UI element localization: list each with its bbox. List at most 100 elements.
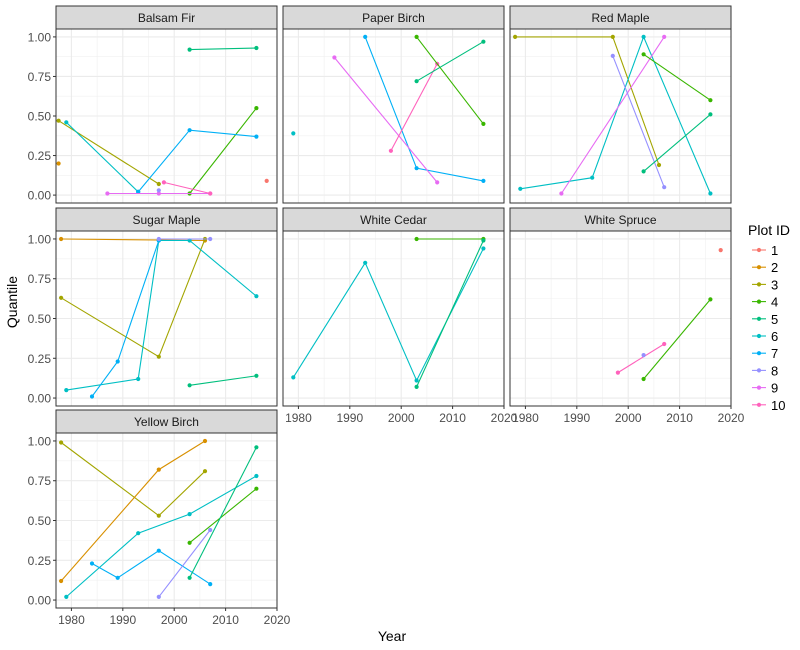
grid bbox=[56, 29, 278, 203]
legend-item-1: 1 bbox=[752, 243, 778, 258]
y-tick-label: 0.00 bbox=[28, 594, 52, 608]
series-plot-5 bbox=[187, 373, 259, 388]
data-point bbox=[615, 370, 621, 375]
data-point bbox=[208, 582, 213, 587]
series-plot-8 bbox=[156, 188, 161, 193]
legend-key-point bbox=[756, 247, 762, 253]
data-point bbox=[64, 594, 69, 600]
data-point bbox=[89, 394, 95, 399]
panel-yellow-birch: Yellow Birch 0.00 0.25 0.50 0.75 1.00 1980 1990… bbox=[28, 409, 291, 627]
data-point bbox=[156, 181, 161, 187]
data-point bbox=[156, 548, 161, 553]
data-point bbox=[414, 378, 419, 383]
series-plot-6 bbox=[291, 131, 296, 136]
series-plot-1 bbox=[264, 178, 269, 183]
legend-key-point bbox=[756, 402, 762, 407]
y-tick-label: 0.00 bbox=[28, 189, 52, 203]
data-point bbox=[161, 180, 166, 185]
data-point bbox=[254, 134, 259, 139]
panel-paper-birch: Paper Birch bbox=[282, 5, 505, 204]
facet-title: Balsam Fir bbox=[138, 11, 195, 25]
series-plot-5 bbox=[187, 445, 259, 580]
data-point bbox=[187, 383, 192, 388]
legend-key-point bbox=[756, 385, 762, 390]
data-point bbox=[254, 445, 259, 450]
x-tick-label: 1980 bbox=[58, 613, 85, 627]
legend-key-point bbox=[756, 316, 762, 321]
data-point bbox=[641, 353, 646, 358]
data-point bbox=[156, 467, 161, 472]
series-line bbox=[390, 63, 438, 152]
x-tick-label: 2000 bbox=[161, 613, 188, 627]
series-plot-2 bbox=[56, 161, 61, 166]
data-point bbox=[481, 39, 486, 44]
y-tick-label: 0.75 bbox=[28, 70, 52, 84]
legend-key-point bbox=[756, 282, 762, 287]
series-line bbox=[416, 240, 484, 388]
data-point bbox=[481, 246, 486, 251]
y-tick-label: 0.75 bbox=[28, 272, 52, 286]
series-plot-5 bbox=[414, 39, 486, 84]
series-plot-3 bbox=[59, 236, 208, 359]
series-line bbox=[65, 475, 257, 598]
data-point bbox=[202, 469, 208, 474]
legend-item-9: 9 bbox=[752, 381, 778, 396]
data-point bbox=[254, 373, 259, 378]
series-plot-5 bbox=[641, 112, 713, 174]
data-point bbox=[708, 297, 713, 302]
panel-red-maple: Red Maple bbox=[509, 5, 732, 204]
legend-label: 2 bbox=[771, 260, 778, 275]
x-tick-label: 2020 bbox=[264, 613, 291, 627]
data-point bbox=[202, 438, 208, 444]
series-line bbox=[91, 550, 211, 585]
facet-title: Paper Birch bbox=[362, 11, 425, 25]
data-point bbox=[264, 178, 269, 183]
series-plot-1 bbox=[718, 248, 723, 253]
series-line bbox=[189, 107, 257, 194]
data-point bbox=[481, 121, 486, 126]
data-point bbox=[332, 55, 337, 60]
legend-label: 10 bbox=[771, 398, 785, 413]
data-point bbox=[59, 440, 64, 445]
y-axis-label: Quantile bbox=[4, 276, 20, 328]
data-point bbox=[187, 540, 192, 545]
facet-title: White Cedar bbox=[360, 213, 427, 227]
grid bbox=[56, 433, 278, 608]
series-line bbox=[643, 53, 711, 101]
series-plot-4 bbox=[641, 297, 713, 382]
facet-title: Yellow Birch bbox=[134, 415, 199, 429]
series-plot-5 bbox=[414, 238, 486, 389]
y-tick-label: 1.00 bbox=[28, 30, 52, 44]
data-point bbox=[559, 191, 564, 196]
x-tick-label: 1990 bbox=[336, 411, 363, 425]
y-tick-label: 1.00 bbox=[28, 232, 52, 246]
legend-label: 7 bbox=[771, 346, 778, 361]
series-plot-2 bbox=[59, 438, 208, 584]
data-point bbox=[254, 45, 259, 51]
data-point bbox=[414, 236, 419, 242]
grid bbox=[283, 29, 505, 203]
series-plot-7 bbox=[136, 128, 259, 194]
legend-item-7: 7 bbox=[752, 346, 778, 361]
legend-key-point bbox=[756, 265, 762, 270]
series-line bbox=[560, 36, 665, 194]
data-point bbox=[641, 169, 646, 174]
panel-balsam-fir: Balsam Fir 0.00 0.25 0.50 0.75 1.00 bbox=[28, 5, 278, 204]
facet-title: Sugar Maple bbox=[132, 213, 200, 227]
series-plot-7 bbox=[89, 238, 161, 399]
data-point bbox=[208, 191, 213, 196]
data-point bbox=[59, 578, 64, 584]
data-point bbox=[590, 175, 595, 180]
grid bbox=[510, 231, 732, 406]
series-line bbox=[643, 299, 711, 380]
data-point bbox=[156, 594, 161, 600]
x-tick-label: 2000 bbox=[615, 411, 642, 425]
data-point bbox=[105, 191, 110, 196]
x-tick-label: 2020 bbox=[491, 411, 518, 425]
data-point bbox=[115, 359, 120, 364]
data-point bbox=[64, 120, 69, 125]
data-point bbox=[56, 161, 61, 166]
series-plot-7 bbox=[363, 34, 486, 183]
data-point bbox=[56, 118, 61, 123]
